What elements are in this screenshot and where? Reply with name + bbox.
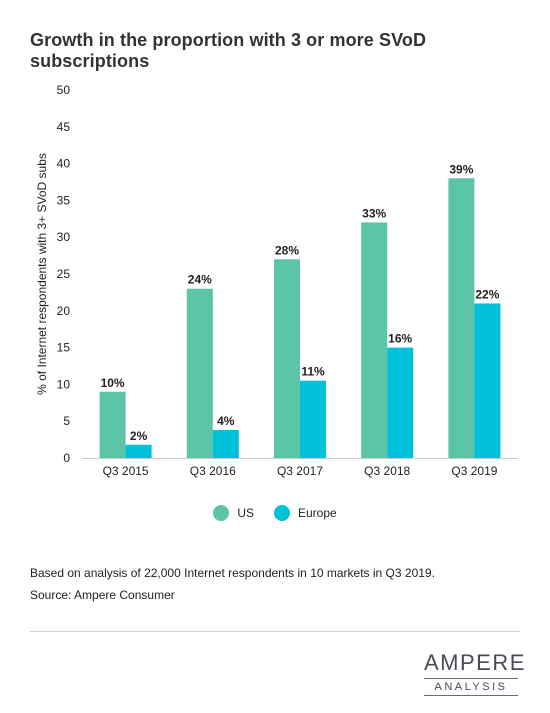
y-tick-label: 15 (57, 341, 71, 355)
bar-europe-q3-2016 (212, 430, 239, 458)
data-label: 22% (475, 287, 499, 301)
divider (30, 631, 520, 632)
footnote-line-1: Based on analysis of 22,000 Internet res… (30, 566, 435, 580)
bar-us-q3-2016 (186, 288, 213, 458)
y-tick-label: 40 (57, 157, 71, 171)
x-tick-label: Q3 2016 (190, 464, 236, 478)
data-label: 4% (217, 414, 235, 428)
x-tick-label: Q3 2018 (364, 464, 410, 478)
logo-underline (424, 695, 518, 696)
legend-swatch-us (213, 505, 230, 521)
y-tick-label: 10 (57, 377, 71, 391)
bar-us-q3-2015 (99, 391, 126, 458)
legend-swatch-europe (273, 505, 290, 521)
ampere-analysis-logo: AMPERE ANALYSIS (424, 650, 526, 696)
bar-us-q3-2018 (361, 222, 388, 458)
x-tick-label: Q3 2019 (451, 464, 497, 478)
footnote: Based on analysis of 22,000 Internet res… (30, 562, 435, 606)
data-label: 33% (362, 206, 386, 220)
bar-europe-q3-2017 (300, 380, 326, 458)
y-tick-label: 35 (57, 193, 71, 207)
bar-europe-q3-2018 (387, 347, 414, 458)
y-tick-label: 25 (57, 267, 71, 281)
data-label: 16% (388, 332, 412, 346)
x-tick-label: Q3 2017 (277, 464, 323, 478)
bar-chart: 0 5 10 15 20 25 30 35 40 45 50 % of Internet respon… (35, 83, 518, 478)
bar-europe-q3-2015 (125, 444, 152, 458)
data-label: 2% (130, 429, 148, 443)
y-tick-label: 50 (57, 83, 71, 97)
bar-us-q3-2017 (274, 259, 300, 458)
legend-label-europe: Europe (297, 506, 337, 520)
y-tick-label: 30 (57, 230, 71, 244)
chart-title: Growth in the proportion with 3 or more … (30, 30, 427, 71)
bar-us-q3-2019 (448, 178, 475, 458)
legend-item-europe: Europe (273, 505, 337, 521)
y-tick-label: 0 (63, 451, 70, 465)
data-label: 28% (275, 243, 299, 257)
bar-europe-q3-2019 (474, 303, 501, 458)
data-label: 39% (449, 162, 473, 176)
chart-legend: US Europe (0, 505, 550, 521)
y-axis-label: % of Internet respondents with 3+ SVoD s… (35, 153, 49, 395)
y-tick-label: 20 (57, 304, 71, 318)
y-tick-label: 5 (63, 414, 70, 428)
logo-sub: ANALYSIS (424, 678, 518, 693)
data-label: 10% (101, 376, 125, 390)
logo-brand: AMPERE (424, 650, 526, 675)
data-label: 24% (188, 273, 212, 287)
footnote-source: Source: Ampere Consumer (30, 588, 175, 602)
y-tick-label: 45 (57, 120, 71, 134)
x-tick-label: Q3 2015 (103, 464, 149, 478)
data-label: 11% (301, 365, 325, 379)
legend-item-us: US (213, 505, 254, 521)
legend-label-us: US (237, 506, 254, 520)
